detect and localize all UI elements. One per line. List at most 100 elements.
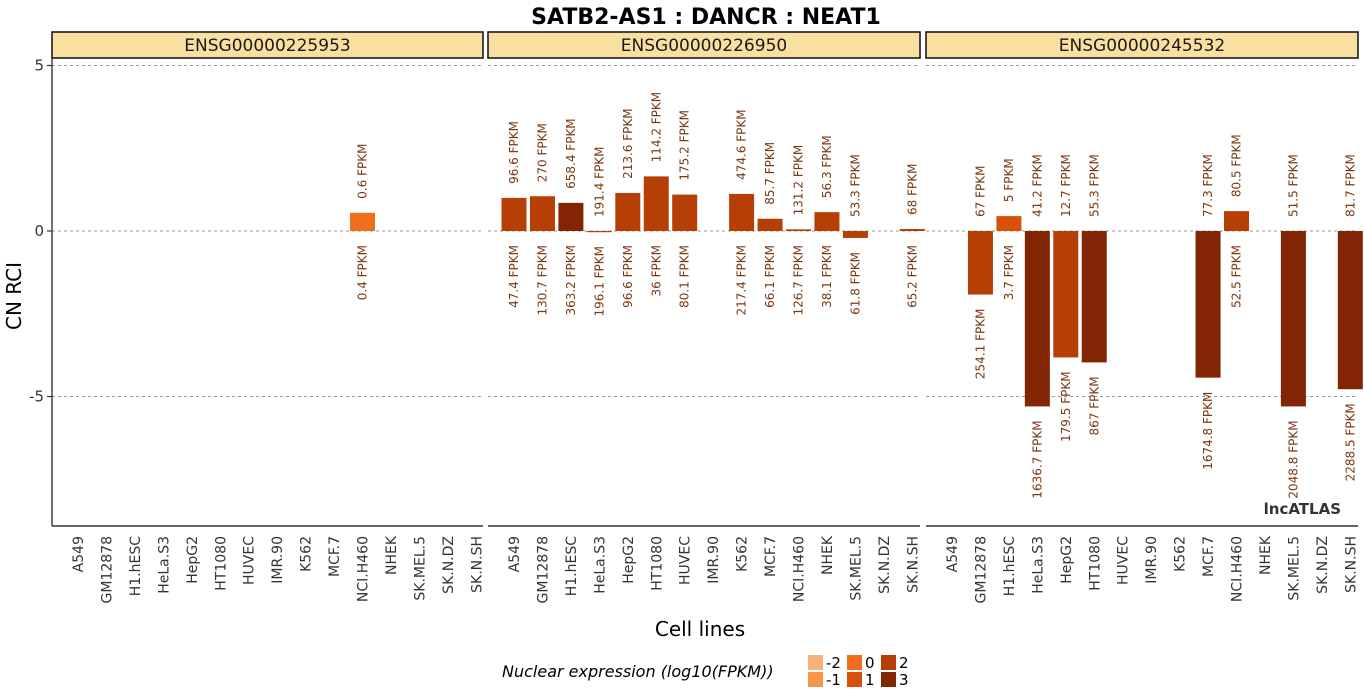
x-tick-label: K562 bbox=[299, 536, 315, 572]
bar bbox=[501, 197, 527, 231]
x-tick-label: HeLa.S3 bbox=[592, 536, 608, 594]
x-tick-label: HT1080 bbox=[213, 536, 229, 591]
x-tick-label: SK.MEL.5 bbox=[848, 536, 864, 601]
bar bbox=[814, 212, 840, 231]
x-tick-label: HUVEC bbox=[1116, 536, 1132, 585]
legend-swatch bbox=[847, 655, 862, 670]
bar-bottom-label: 96.6 FPKM bbox=[621, 245, 635, 308]
bar-bottom-label: 1674.8 FPKM bbox=[1201, 392, 1215, 470]
bar bbox=[586, 231, 612, 233]
bar bbox=[842, 231, 868, 238]
x-tick-label: GM12878 bbox=[535, 536, 551, 603]
bar-top-label: 474.6 FPKM bbox=[735, 109, 749, 180]
legend: Nuclear expression (log10(FPKM)) -2-1 01 2… bbox=[502, 654, 909, 689]
x-tick-label: A549 bbox=[507, 536, 523, 572]
x-tick-label: NCI.H460 bbox=[792, 536, 808, 602]
x-tick-label: SK.N.DZ bbox=[877, 536, 893, 594]
x-tick-label: HepG2 bbox=[1059, 536, 1075, 584]
x-tick-label: NCI.H460 bbox=[356, 536, 372, 602]
x-axis-title: Cell lines bbox=[655, 617, 745, 641]
facet-strip bbox=[51, 31, 484, 59]
x-tick-label: NHEK bbox=[1258, 535, 1274, 575]
facet-strip-label: ENSG00000245532 bbox=[1059, 36, 1225, 56]
x-tick-label: NHEK bbox=[384, 535, 400, 575]
bar bbox=[1280, 231, 1306, 407]
bar-top-label: 96.6 FPKM bbox=[507, 121, 521, 184]
legend-label: -2 bbox=[826, 654, 841, 672]
bar-top-label: 56.3 FPKM bbox=[820, 135, 834, 198]
bar bbox=[529, 196, 555, 231]
bar-bottom-label: 61.8 FPKM bbox=[848, 252, 862, 315]
x-tick-label: IMR.90 bbox=[1144, 536, 1160, 584]
bar bbox=[899, 229, 925, 231]
bar-top-label: 85.7 FPKM bbox=[763, 142, 777, 205]
y-tick-label: -5 bbox=[29, 388, 44, 406]
bar-bottom-label: 254.1 FPKM bbox=[973, 309, 987, 380]
bar-top-label: 175.2 FPKM bbox=[678, 110, 692, 181]
bar-bottom-label: 867 FPKM bbox=[1087, 376, 1101, 435]
bar-bottom-label: 2048.8 FPKM bbox=[1286, 420, 1300, 498]
bar bbox=[643, 176, 669, 231]
bar bbox=[757, 218, 783, 231]
bar-top-label: 114.2 FPKM bbox=[649, 92, 663, 163]
bar-top-label: 68 FPKM bbox=[905, 164, 919, 215]
x-tick-label: HeLa.S3 bbox=[156, 536, 172, 594]
bar-bottom-label: 2288.5 FPKM bbox=[1343, 403, 1357, 481]
bar-top-label: 270 FPKM bbox=[535, 123, 549, 182]
bar-top-label: 53.3 FPKM bbox=[848, 154, 862, 217]
facet-strip bbox=[925, 31, 1359, 59]
facet-strip-label: ENSG00000226950 bbox=[621, 36, 787, 56]
bar bbox=[1024, 231, 1050, 407]
bar-bottom-label: 65.2 FPKM bbox=[905, 245, 919, 308]
bar bbox=[729, 193, 755, 231]
x-tick-label: SK.N.SH bbox=[469, 536, 485, 593]
bar bbox=[1224, 211, 1249, 231]
x-tick-label: IMR.90 bbox=[270, 536, 286, 584]
bar-top-label: 55.3 FPKM bbox=[1087, 154, 1101, 217]
bar bbox=[615, 192, 641, 231]
gridlines bbox=[52, 65, 1358, 397]
bar-top-label: 131.2 FPKM bbox=[792, 145, 806, 216]
bar bbox=[1053, 231, 1079, 358]
x-tick-label: HepG2 bbox=[185, 536, 201, 584]
bar-bottom-label: 130.7 FPKM bbox=[535, 245, 549, 316]
x-tick-label: HeLa.S3 bbox=[1030, 536, 1046, 594]
x-tick-label: IMR.90 bbox=[706, 536, 722, 584]
legend-label: -1 bbox=[826, 671, 841, 689]
bar-bottom-label: 80.1 FPKM bbox=[678, 245, 692, 308]
bar bbox=[967, 231, 993, 295]
legend-title: Nuclear expression (log10(FPKM)) bbox=[502, 662, 774, 681]
facet-strips: ENSG00000225953 ENSG00000226950 ENSG000002… bbox=[51, 31, 1359, 59]
x-tick-label: H1.hESC bbox=[128, 536, 144, 596]
lncatlas-watermark: lncATLAS bbox=[1264, 500, 1341, 518]
bar-bottom-label: 0.4 FPKM bbox=[356, 245, 370, 300]
x-tick-label: SK.N.SH bbox=[1343, 536, 1359, 593]
x-tick-label: SK.MEL.5 bbox=[1286, 536, 1302, 601]
x-tick-label: HUVEC bbox=[242, 536, 258, 585]
bar bbox=[350, 212, 375, 231]
x-tick-label: H1.hESC bbox=[1002, 536, 1018, 596]
x-tick-label: NHEK bbox=[820, 535, 836, 575]
axes bbox=[51, 58, 1358, 527]
bar bbox=[996, 216, 1022, 231]
x-tick-label: K562 bbox=[1173, 536, 1189, 572]
bar-top-label: 80.5 FPKM bbox=[1230, 134, 1244, 197]
x-tick-label: MCF.7 bbox=[327, 536, 343, 577]
bar-top-label: 0.6 FPKM bbox=[356, 144, 370, 199]
x-axis-ticks: A549 GM12878 H1.hESC HeLa.S3 HepG2 HT1080 HUVE… bbox=[71, 535, 1359, 603]
facet-strip-label: ENSG00000225953 bbox=[184, 36, 350, 56]
bar-bottom-label: 1636.7 FPKM bbox=[1030, 420, 1044, 498]
x-tick-label: SK.N.DZ bbox=[441, 536, 457, 594]
legend-swatch bbox=[881, 672, 896, 687]
bar bbox=[672, 194, 698, 231]
x-tick-label: HT1080 bbox=[1087, 536, 1103, 591]
bar-bottom-label: 52.5 FPKM bbox=[1230, 245, 1244, 308]
bar bbox=[786, 229, 811, 231]
x-tick-label: MCF.7 bbox=[1201, 536, 1217, 577]
bar-top-label: 51.5 FPKM bbox=[1286, 154, 1300, 217]
bar-top-label: 5 FPKM bbox=[1002, 158, 1016, 202]
bar-layer bbox=[350, 176, 1363, 407]
x-tick-label: SK.MEL.5 bbox=[412, 536, 428, 601]
facet-strip bbox=[487, 31, 921, 59]
x-tick-label: NCI.H460 bbox=[1230, 536, 1246, 602]
